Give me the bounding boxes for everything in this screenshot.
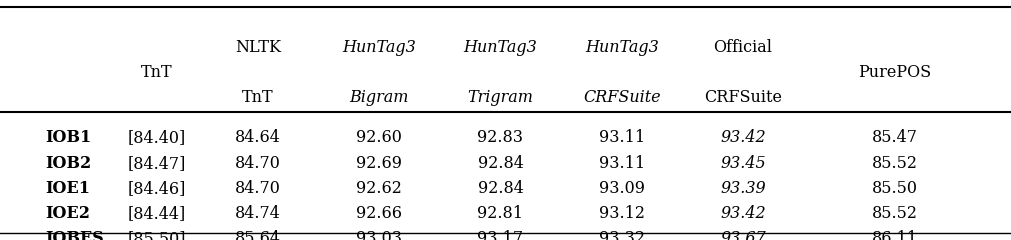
Text: 92.60: 92.60 <box>356 130 402 146</box>
Text: IOE2: IOE2 <box>45 205 91 222</box>
Text: 86.11: 86.11 <box>871 230 918 240</box>
Text: 85.52: 85.52 <box>871 155 918 172</box>
Text: 84.70: 84.70 <box>235 155 281 172</box>
Text: [84.40]: [84.40] <box>127 130 186 146</box>
Text: HunTag3: HunTag3 <box>343 40 416 56</box>
Text: 85.52: 85.52 <box>871 205 918 222</box>
Text: CRFSuite: CRFSuite <box>583 89 660 106</box>
Text: 93.42: 93.42 <box>720 130 766 146</box>
Text: [84.46]: [84.46] <box>127 180 186 197</box>
Text: 93.45: 93.45 <box>720 155 766 172</box>
Text: 93.12: 93.12 <box>599 205 645 222</box>
Text: [84.47]: [84.47] <box>127 155 186 172</box>
Text: TnT: TnT <box>141 64 173 81</box>
Text: Official: Official <box>714 40 772 56</box>
Text: 92.66: 92.66 <box>356 205 402 222</box>
Text: 84.70: 84.70 <box>235 180 281 197</box>
Text: 92.62: 92.62 <box>356 180 402 197</box>
Text: CRFSuite: CRFSuite <box>704 89 783 106</box>
Text: 93.03: 93.03 <box>356 230 402 240</box>
Text: 93.67: 93.67 <box>720 230 766 240</box>
Text: 92.69: 92.69 <box>356 155 402 172</box>
Text: 84.74: 84.74 <box>235 205 281 222</box>
Text: 93.42: 93.42 <box>720 205 766 222</box>
Text: Bigram: Bigram <box>350 89 408 106</box>
Text: PurePOS: PurePOS <box>858 64 931 81</box>
Text: 92.84: 92.84 <box>477 155 524 172</box>
Text: 85.47: 85.47 <box>871 130 918 146</box>
Text: [85.50]: [85.50] <box>127 230 186 240</box>
Text: 93.32: 93.32 <box>599 230 645 240</box>
Text: 85.64: 85.64 <box>235 230 281 240</box>
Text: 93.11: 93.11 <box>599 130 645 146</box>
Text: [84.44]: [84.44] <box>127 205 186 222</box>
Text: 92.84: 92.84 <box>477 180 524 197</box>
Text: 93.39: 93.39 <box>720 180 766 197</box>
Text: Trigram: Trigram <box>467 89 534 106</box>
Text: NLTK: NLTK <box>235 40 281 56</box>
Text: IOBES: IOBES <box>45 230 104 240</box>
Text: 93.11: 93.11 <box>599 155 645 172</box>
Text: 84.64: 84.64 <box>235 130 281 146</box>
Text: IOB1: IOB1 <box>45 130 92 146</box>
Text: HunTag3: HunTag3 <box>464 40 537 56</box>
Text: 93.17: 93.17 <box>477 230 524 240</box>
Text: TnT: TnT <box>242 89 274 106</box>
Text: IOB2: IOB2 <box>45 155 92 172</box>
Text: HunTag3: HunTag3 <box>585 40 658 56</box>
Text: 92.83: 92.83 <box>477 130 524 146</box>
Text: 93.09: 93.09 <box>599 180 645 197</box>
Text: 85.50: 85.50 <box>871 180 918 197</box>
Text: 92.81: 92.81 <box>477 205 524 222</box>
Text: IOE1: IOE1 <box>45 180 91 197</box>
